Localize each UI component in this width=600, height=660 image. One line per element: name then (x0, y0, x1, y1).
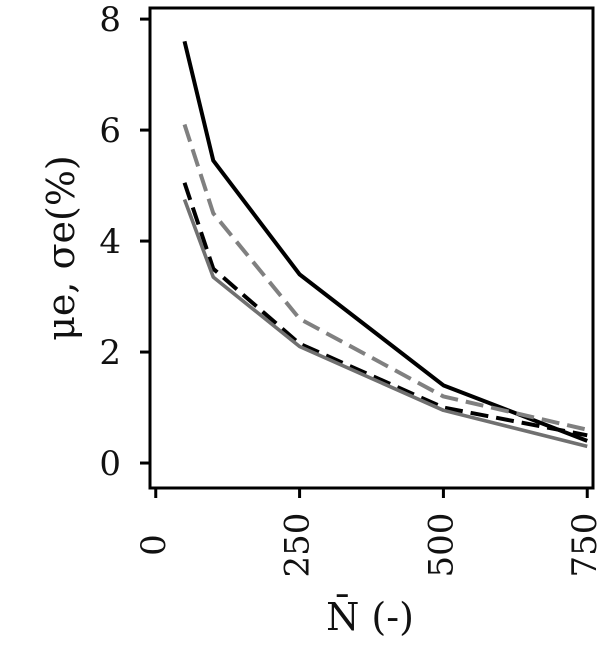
y-axis-label: μe, σe(%) (39, 155, 83, 341)
y-tick-label-4: 6 (99, 111, 121, 151)
x-tick-label-2: 250 (278, 513, 318, 578)
y-tick-label-3: 4 (99, 222, 121, 262)
series-line-4 (182, 198, 588, 449)
plot-frame (148, 6, 595, 490)
y-tick-label-1: 0 (99, 444, 121, 484)
x-tick-label-1: 0 (134, 534, 174, 556)
y-axis: 0 2 4 6 8 (99, 0, 150, 484)
x-tick-label-3: 500 (421, 513, 461, 578)
plot-area: 0 250 500 750 0 2 4 6 8 (99, 0, 600, 577)
series-line-1 (182, 40, 588, 443)
y-tick-label-5: 8 (99, 0, 121, 40)
x-axis-label: N̄ (-) (326, 595, 414, 639)
series-layer (182, 40, 588, 449)
series-line-3 (182, 182, 588, 438)
x-axis: 0 250 500 750 (134, 488, 600, 577)
series-line-2 (182, 123, 588, 432)
y-tick-label-2: 2 (99, 333, 121, 373)
x-tick-label-4: 750 (565, 513, 600, 578)
